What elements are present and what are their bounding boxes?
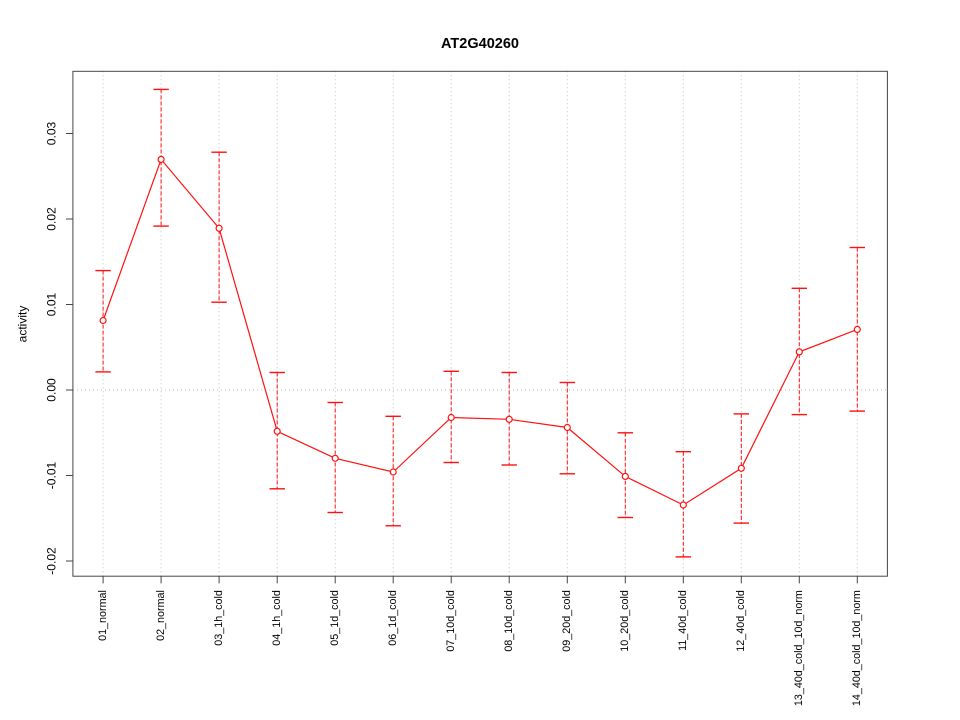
- svg-text:02_normal: 02_normal: [155, 590, 167, 641]
- svg-text:13_40d_cold_10d_norm: 13_40d_cold_10d_norm: [793, 590, 805, 706]
- svg-text:activity: activity: [15, 306, 29, 343]
- svg-text:07_10d_cold: 07_10d_cold: [445, 590, 457, 652]
- svg-text:-0.02: -0.02: [45, 547, 59, 575]
- svg-text:04_1h_cold: 04_1h_cold: [271, 590, 283, 646]
- svg-text:05_1d_cold: 05_1d_cold: [329, 590, 341, 646]
- svg-text:11_40d_cold: 11_40d_cold: [677, 590, 689, 651]
- svg-text:-0.01: -0.01: [45, 462, 59, 490]
- svg-text:0.00: 0.00: [45, 378, 59, 402]
- svg-text:0.02: 0.02: [45, 207, 59, 231]
- svg-text:0.01: 0.01: [45, 292, 59, 316]
- svg-text:0.03: 0.03: [45, 121, 59, 145]
- svg-text:09_20d_cold: 09_20d_cold: [561, 590, 573, 652]
- svg-text:08_10d_cold: 08_10d_cold: [503, 590, 515, 652]
- svg-text:03_1h_cold: 03_1h_cold: [213, 590, 225, 646]
- svg-text:10_20d_cold: 10_20d_cold: [619, 590, 631, 652]
- svg-text:12_40d_cold: 12_40d_cold: [735, 590, 747, 652]
- svg-text:01_normal: 01_normal: [97, 590, 109, 641]
- svg-text:AT2G40260: AT2G40260: [441, 36, 519, 52]
- svg-text:14_40d_cold_10d_norm: 14_40d_cold_10d_norm: [851, 590, 863, 706]
- svg-text:06_1d_cold: 06_1d_cold: [387, 590, 399, 646]
